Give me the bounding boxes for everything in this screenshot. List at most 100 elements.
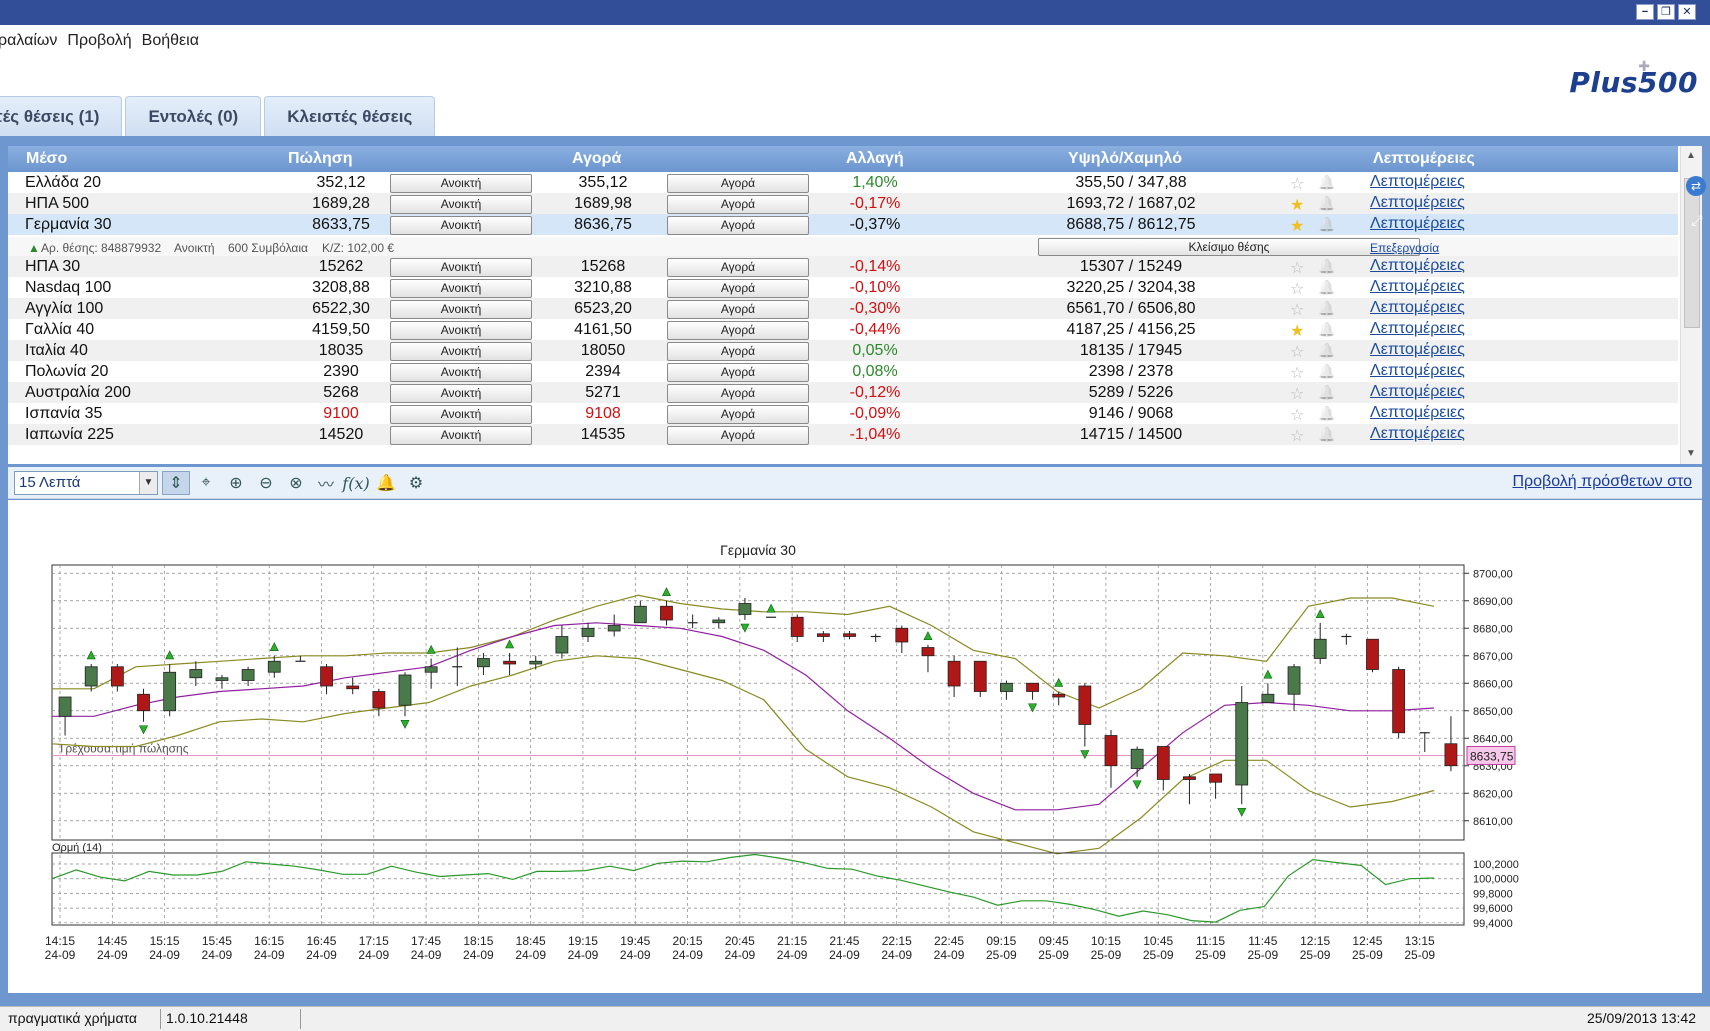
sell-button[interactable]: Ανοικτή xyxy=(390,195,532,214)
table-row[interactable]: Αγγλία 100 6522,30 Ανοικτή 6523,20 Αγορά -0,3… xyxy=(8,298,1678,319)
zoom-in-icon[interactable]: ⊕ xyxy=(229,475,243,492)
function-icon[interactable]: f(x) xyxy=(342,473,370,493)
scroll-up-icon[interactable]: ▲ xyxy=(1686,150,1696,161)
details-link[interactable]: Λεπτομέρειες xyxy=(1370,257,1465,274)
alert-bell-icon[interactable]: 🔔 xyxy=(1318,300,1336,316)
col-sell[interactable]: Πώληση xyxy=(288,150,353,167)
sell-button[interactable]: Ανοικτή xyxy=(390,174,532,193)
table-row[interactable]: Ιταλία 40 18035 Ανοικτή 18050 Αγορά 0,05% 1813… xyxy=(8,340,1678,361)
menu-view[interactable]: Προβολή xyxy=(67,32,132,49)
table-row[interactable]: Nasdaq 100 3208,88 Ανοικτή 3210,88 Αγορά -0,1… xyxy=(8,277,1678,298)
cursor-line-icon[interactable]: ⇕ xyxy=(162,471,190,495)
details-link[interactable]: Λεπτομέρειες xyxy=(1370,173,1465,190)
more-charts-link[interactable]: Προβολή πρόσθετων στο xyxy=(1512,473,1692,490)
tab-open-positions[interactable]: τές θέσεις (1) xyxy=(0,96,123,136)
sell-button[interactable]: Ανοικτή xyxy=(390,342,532,361)
menu-portfolio[interactable]: ραλαίων xyxy=(0,32,58,49)
table-row[interactable]: Ισπανία 35 9100 Ανοικτή 9108 Αγορά -0,09% 9146… xyxy=(8,403,1678,424)
favorite-star-icon[interactable]: ☆ xyxy=(1290,302,1305,319)
details-link[interactable]: Λεπτομέρειες xyxy=(1370,404,1465,421)
buy-button[interactable]: Αγορά xyxy=(667,300,809,319)
details-link[interactable]: Λεπτομέρειες xyxy=(1370,320,1465,337)
sell-button[interactable]: Ανοικτή xyxy=(390,384,532,403)
buy-button[interactable]: Αγορά xyxy=(667,216,809,235)
table-row[interactable]: Γαλλία 40 4159,50 Ανοικτή 4161,50 Αγορά -0,44… xyxy=(8,319,1678,340)
alert-bell-icon[interactable]: 🔔 xyxy=(1318,342,1336,358)
details-link[interactable]: Λεπτομέρειες xyxy=(1370,383,1465,400)
bell-icon[interactable]: 🔔 xyxy=(376,475,396,492)
sell-button[interactable]: Ανοικτή xyxy=(390,216,532,235)
buy-button[interactable]: Αγορά xyxy=(667,321,809,340)
col-change[interactable]: Αλλαγή xyxy=(846,150,904,167)
expand-icon[interactable]: ⤢ xyxy=(1691,212,1703,228)
zoom-out-icon[interactable]: ⊖ xyxy=(259,475,273,492)
buy-button[interactable]: Αγορά xyxy=(667,363,809,382)
sell-button[interactable]: Ανοικτή xyxy=(390,405,532,424)
col-instrument[interactable]: Μέσο xyxy=(26,150,68,167)
table-row[interactable]: Ιαπωνία 225 14520 Ανοικτή 14535 Αγορά -1,04% 1… xyxy=(8,424,1678,445)
buy-button[interactable]: Αγορά xyxy=(667,405,809,424)
alert-bell-icon[interactable]: 🔔 xyxy=(1318,363,1336,379)
edit-position-link[interactable]: Επεξεργασία xyxy=(1370,241,1440,255)
alert-bell-icon[interactable]: 🔔 xyxy=(1318,258,1336,274)
alert-bell-icon[interactable]: 🔔 xyxy=(1318,279,1336,295)
col-details[interactable]: Λεπτομέρειες xyxy=(1373,150,1475,167)
alert-bell-icon[interactable]: 🔔 xyxy=(1318,195,1336,211)
table-row[interactable]: Αυστραλία 200 5268 Ανοικτή 5271 Αγορά -0,12% 5… xyxy=(8,382,1678,403)
details-link[interactable]: Λεπτομέρειες xyxy=(1370,215,1465,232)
col-buy[interactable]: Αγορά xyxy=(572,150,622,167)
favorite-star-icon[interactable]: ★ xyxy=(1290,218,1305,235)
buy-button[interactable]: Αγορά xyxy=(667,342,809,361)
sell-button[interactable]: Ανοικτή xyxy=(390,258,532,277)
col-highlow[interactable]: Υψηλό/Χαμηλό xyxy=(1068,150,1182,167)
buy-button[interactable]: Αγορά xyxy=(667,426,809,445)
price-chart[interactable]: Γερμανία 30 8700,00 8690,00 8680,00 8670,00 8… xyxy=(8,500,1702,993)
buy-button[interactable]: Αγορά xyxy=(667,174,809,193)
table-row[interactable]: Γερμανία 30 8633,75 Ανοικτή 8636,75 Αγορά -0,… xyxy=(8,214,1678,235)
buy-button[interactable]: Αγορά xyxy=(667,258,809,277)
minimize-icon[interactable]: − xyxy=(1636,4,1654,20)
alert-bell-icon[interactable]: 🔔 xyxy=(1318,321,1336,337)
table-row[interactable]: ΗΠΑ 30 15262 Ανοικτή 15268 Αγορά -0,14% 15307 … xyxy=(8,256,1678,277)
trend-line-icon[interactable]: 〰 xyxy=(317,477,334,494)
alert-bell-icon[interactable]: 🔔 xyxy=(1318,216,1336,232)
favorite-star-icon[interactable]: ★ xyxy=(1290,323,1305,340)
buy-button[interactable]: Αγορά xyxy=(667,279,809,298)
alert-bell-icon[interactable]: 🔔 xyxy=(1318,174,1336,190)
zoom-reset-icon[interactable]: ⊗ xyxy=(289,475,303,492)
details-link[interactable]: Λεπτομέρειες xyxy=(1370,425,1465,442)
favorite-star-icon[interactable]: ☆ xyxy=(1290,428,1305,445)
favorite-star-icon[interactable]: ☆ xyxy=(1290,260,1305,277)
sell-button[interactable]: Ανοικτή xyxy=(390,279,532,298)
details-link[interactable]: Λεπτομέρειες xyxy=(1370,194,1465,211)
scroll-down-icon[interactable]: ▼ xyxy=(1686,448,1696,459)
restore-icon[interactable]: ❐ xyxy=(1657,4,1675,20)
favorite-star-icon[interactable]: ☆ xyxy=(1290,365,1305,382)
close-icon[interactable]: ✕ xyxy=(1678,4,1696,20)
favorite-star-icon[interactable]: ☆ xyxy=(1290,344,1305,361)
buy-button[interactable]: Αγορά xyxy=(667,195,809,214)
details-link[interactable]: Λεπτομέρειες xyxy=(1370,362,1465,379)
tab-closed-positions[interactable]: Κλειστές θέσεις xyxy=(264,96,436,136)
table-scrollbar[interactable]: ▲ ▼ xyxy=(1680,146,1702,464)
alert-bell-icon[interactable]: 🔔 xyxy=(1318,405,1336,421)
details-link[interactable]: Λεπτομέρειες xyxy=(1370,278,1465,295)
crosshair-icon[interactable]: ⌖ xyxy=(201,474,211,491)
sell-button[interactable]: Ανοικτή xyxy=(390,321,532,340)
alert-bell-icon[interactable]: 🔔 xyxy=(1318,426,1336,442)
chevron-down-icon[interactable]: ▼ xyxy=(139,472,157,494)
details-link[interactable]: Λεπτομέρειες xyxy=(1370,341,1465,358)
table-row[interactable]: Ελλάδα 20 352,12 Ανοικτή 355,12 Αγορά 1,40% 35… xyxy=(8,172,1678,193)
tab-orders[interactable]: Εντολές (0) xyxy=(125,96,262,136)
menu-help[interactable]: Βοήθεια xyxy=(141,32,199,49)
favorite-star-icon[interactable]: ☆ xyxy=(1290,386,1305,403)
buy-button[interactable]: Αγορά xyxy=(667,384,809,403)
sell-button[interactable]: Ανοικτή xyxy=(390,363,532,382)
sell-button[interactable]: Ανοικτή xyxy=(390,300,532,319)
sell-button[interactable]: Ανοικτή xyxy=(390,426,532,445)
table-row[interactable]: ΗΠΑ 500 1689,28 Ανοικτή 1689,98 Αγορά -0,17% 1… xyxy=(8,193,1678,214)
gear-icon[interactable]: ⚙ xyxy=(408,475,424,492)
details-link[interactable]: Λεπτομέρειες xyxy=(1370,299,1465,316)
favorite-star-icon[interactable]: ☆ xyxy=(1290,176,1305,193)
table-row[interactable]: Πολωνία 20 2390 Ανοικτή 2394 Αγορά 0,08% 2398 … xyxy=(8,361,1678,382)
